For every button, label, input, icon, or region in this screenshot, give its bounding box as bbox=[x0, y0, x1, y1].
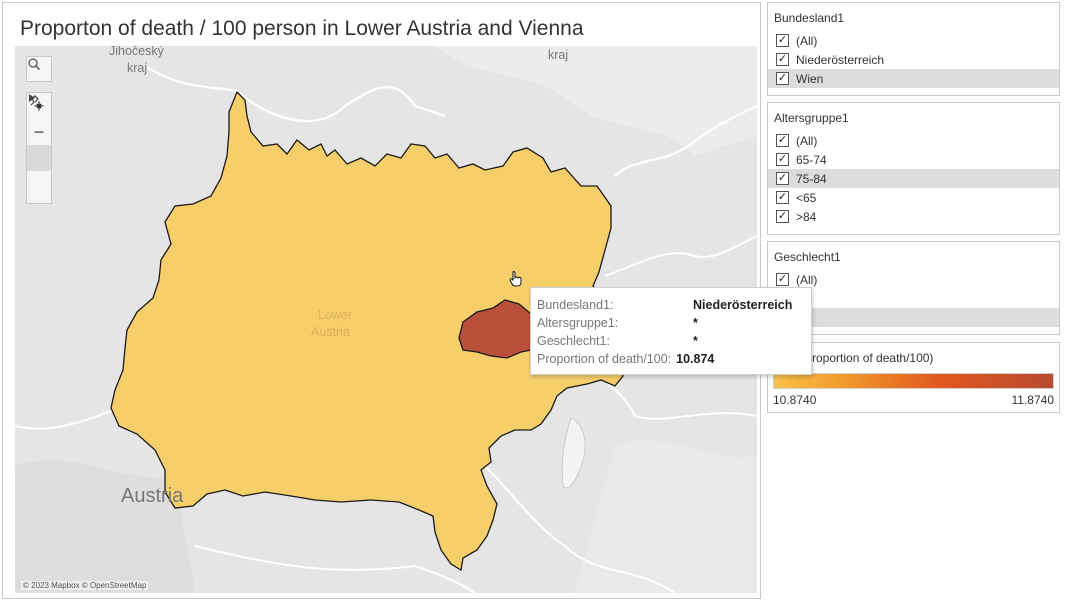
filter-option-label: 75-84 bbox=[796, 171, 827, 186]
filter-option[interactable]: ✓ Niederösterreich bbox=[768, 50, 1059, 69]
map-tooltip: Bundesland1: Niederösterreich Altersgrup… bbox=[530, 287, 812, 375]
filter-option-label: 65-74 bbox=[796, 152, 827, 167]
tooltip-key: Proportion of death/100: bbox=[537, 352, 672, 366]
checkbox-checked-icon[interactable]: ✓ bbox=[776, 210, 789, 223]
region-lower-austria bbox=[110, 90, 624, 572]
legend-max: 11.8740 bbox=[1011, 393, 1055, 407]
filter-altersgruppe: Altersgruppe1 ✓ (All) ✓ 65-74 ✓ 75-84 ✓ … bbox=[767, 102, 1060, 235]
zoom-out-button[interactable]: − bbox=[27, 119, 51, 145]
filter-option-label: >84 bbox=[796, 209, 817, 224]
map-label-kraj-left: kraj bbox=[127, 61, 147, 75]
filter-option[interactable]: ✓ <65 bbox=[768, 188, 1059, 207]
search-icon bbox=[28, 58, 41, 71]
legend-range: 10.8740 11.8740 bbox=[768, 389, 1059, 407]
tooltip-value: 10.874 bbox=[676, 352, 715, 366]
tooltip-value: Niederösterreich bbox=[693, 298, 793, 312]
filter-title: Altersgruppe1 bbox=[774, 111, 849, 125]
color-legend: Proportion of death/100) 10.8740 11.8740 bbox=[767, 342, 1060, 413]
map-label-austria: Austria bbox=[121, 485, 184, 507]
filter-option[interactable]: ✓ (All) bbox=[768, 270, 1059, 289]
checkbox-checked-icon[interactable]: ✓ bbox=[776, 34, 789, 47]
play-icon bbox=[29, 94, 35, 102]
map-label-lower-1: Lower bbox=[318, 308, 352, 322]
filter-option-label: (All) bbox=[796, 272, 818, 287]
legend-min: 10.8740 bbox=[773, 393, 817, 407]
filter-title: Bundesland1 bbox=[774, 11, 845, 25]
tooltip-row-proportion: Proportion of death/100: 10.874 bbox=[537, 350, 805, 368]
filter-title: Geschlecht1 bbox=[774, 250, 841, 264]
zoom-out-icon: − bbox=[33, 121, 45, 142]
checkbox-checked-icon[interactable]: ✓ bbox=[776, 134, 789, 147]
filter-option[interactable]: ✓ 65-74 bbox=[768, 150, 1059, 169]
pin-clear-button[interactable] bbox=[27, 95, 51, 171]
legend-gradient bbox=[773, 373, 1054, 389]
tooltip-key: Altersgruppe1: bbox=[537, 316, 619, 330]
checkbox-checked-icon[interactable]: ✓ bbox=[776, 191, 789, 204]
filter-bundesland: Bundesland1 ✓ (All) ✓ Niederösterreich ✓… bbox=[767, 2, 1060, 96]
tooltip-value: * bbox=[693, 316, 698, 330]
checkbox-checked-icon[interactable]: ✓ bbox=[776, 72, 789, 85]
checkbox-checked-icon[interactable]: ✓ bbox=[776, 172, 789, 185]
map-panel: Proporton of death / 100 person in Lower… bbox=[2, 2, 761, 599]
filter-option-label: (All) bbox=[796, 33, 818, 48]
filter-option-label: Wien bbox=[796, 71, 824, 86]
filter-option[interactable]: ✓ (All) bbox=[768, 131, 1059, 150]
tooltip-value: * bbox=[693, 334, 698, 348]
filter-option[interactable]: ✓ Wien bbox=[768, 69, 1059, 88]
filter-geschlecht: Geschlecht1 ✓ (All) bbox=[767, 241, 1060, 335]
filter-option-label: <65 bbox=[796, 190, 817, 205]
filter-option[interactable]: ✓ (All) bbox=[768, 31, 1059, 50]
legend-title: Proportion of death/100) bbox=[804, 351, 934, 365]
map-attribution[interactable]: © 2023 Mapbox © OpenStreetMap bbox=[21, 581, 149, 590]
checkbox-checked-icon[interactable]: ✓ bbox=[776, 53, 789, 66]
map-label-jihocesky: Jihočeský bbox=[109, 46, 165, 58]
map-label-lower-2: Austria bbox=[311, 325, 350, 339]
map-zoom-controls: + − bbox=[26, 92, 52, 204]
filter-option[interactable]: ✓ 75-84 bbox=[768, 169, 1059, 188]
tooltip-row-altersgruppe: Altersgruppe1: * bbox=[537, 314, 805, 332]
hand-cursor-icon bbox=[509, 271, 522, 287]
filter-option[interactable]: ✓ >84 bbox=[768, 207, 1059, 226]
tooltip-key: Geschlecht1: bbox=[537, 334, 610, 348]
tooltip-row-geschlecht: Geschlecht1: * bbox=[537, 332, 805, 350]
map-label-kraj-right: kraj bbox=[548, 48, 568, 62]
filter-option[interactable] bbox=[768, 308, 1059, 327]
tooltip-key: Bundesland1: bbox=[537, 298, 614, 312]
checkbox-checked-icon[interactable]: ✓ bbox=[776, 153, 789, 166]
page-title: Proporton of death / 100 person in Lower… bbox=[20, 17, 584, 40]
filter-option-label: (All) bbox=[796, 133, 818, 148]
map-search-button[interactable] bbox=[26, 56, 52, 82]
filter-option-label: Niederösterreich bbox=[796, 52, 885, 67]
checkbox-checked-icon[interactable]: ✓ bbox=[776, 273, 789, 286]
tooltip-row-bundesland: Bundesland1: Niederösterreich bbox=[537, 296, 805, 314]
expand-button[interactable] bbox=[27, 94, 51, 201]
map-svg: Jihočeský kraj kraj Lower Austria Austri… bbox=[15, 46, 757, 593]
